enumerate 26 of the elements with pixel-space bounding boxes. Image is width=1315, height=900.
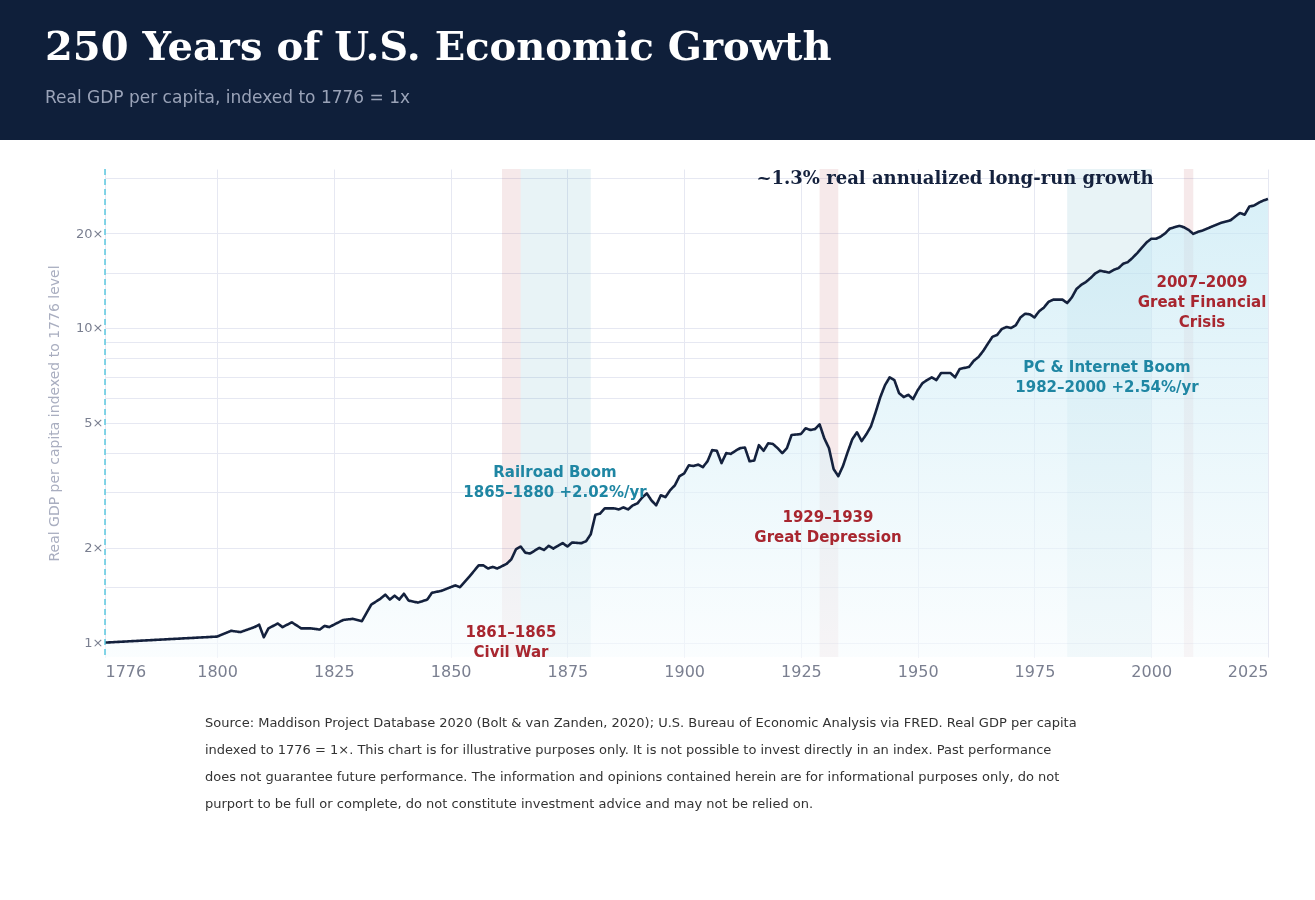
source-note: Source: Maddison Project Database 2020 (Bolt & van Zanden, 2020); U.S. Bureau of Economic Analysis via FRED. Real GDP per capita indexed to 1776 = 1×. This chart is for illustrative purposes only. It is not possible to invest directly in an index. Past performance does not guarantee future performance. The information and opinions contained herein are for informational purposes only, do not purport to be full or complete, do not constitute investment advice and may not be relied on. <box>205 715 1077 811</box>
annotation: ~1.3% real annualized long-run growth <box>756 167 1154 188</box>
y-axis-title: Real GDP per capita indexed to 1776 level <box>46 265 63 562</box>
x-tick-label: 1875 <box>547 661 589 681</box>
chart-title: 250 Years of U.S. Economic Growth <box>45 22 832 69</box>
band-label: 2007–2009 Great Financial Crisis <box>1137 273 1267 331</box>
y-tick-label: 2× <box>84 540 104 556</box>
band-label: Railroad Boom 1865–1880 +2.02%/yr <box>463 463 648 501</box>
band-label: PC & Internet Boom 1982–2000 +2.54%/yr <box>1015 358 1200 396</box>
y-tick-label: 5× <box>84 415 104 431</box>
y-tick-label: 20× <box>76 225 104 241</box>
x-tick-label: 1950 <box>897 661 939 681</box>
x-tick-label: 1850 <box>430 661 472 681</box>
x-tick-label: 1975 <box>1014 661 1056 681</box>
x-tick-label: 1776 <box>105 661 147 681</box>
x-tick-label: 1825 <box>314 661 355 681</box>
y-tick-label: 10× <box>76 320 104 336</box>
x-tick-label: 2025 <box>1227 661 1269 681</box>
x-tick-label: 1900 <box>664 661 706 681</box>
band-label: 1861–1865 Civil War <box>465 623 557 661</box>
x-tick-label: 2000 <box>1131 661 1173 681</box>
y-tick-label: 1× <box>84 635 104 651</box>
band-label: 1929–1939 Great Depression <box>754 508 902 546</box>
x-tick-label: 1800 <box>197 661 238 681</box>
chart-subtitle: Real GDP per capita, indexed to 1776 = 1x <box>45 87 411 107</box>
x-tick-label: 1925 <box>781 661 822 681</box>
